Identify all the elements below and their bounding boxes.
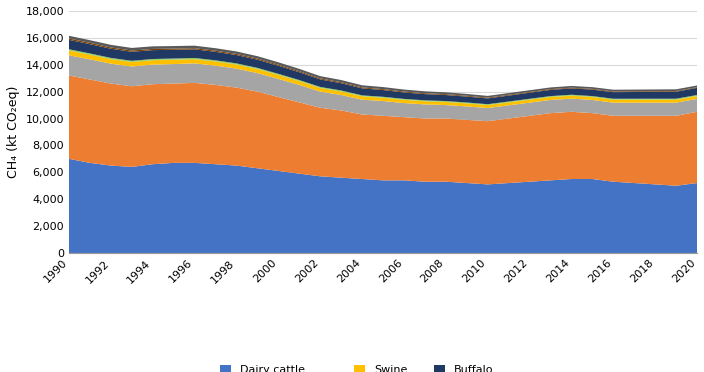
Y-axis label: CH₄ (kt CO₂eq): CH₄ (kt CO₂eq) bbox=[7, 86, 20, 178]
Legend: Dairy cattle, Non-Dairy cattle, Sheep, Swine, Rabbit, Horses, Buffalo, Mules and: Dairy cattle, Non-Dairy cattle, Sheep, S… bbox=[216, 360, 551, 372]
